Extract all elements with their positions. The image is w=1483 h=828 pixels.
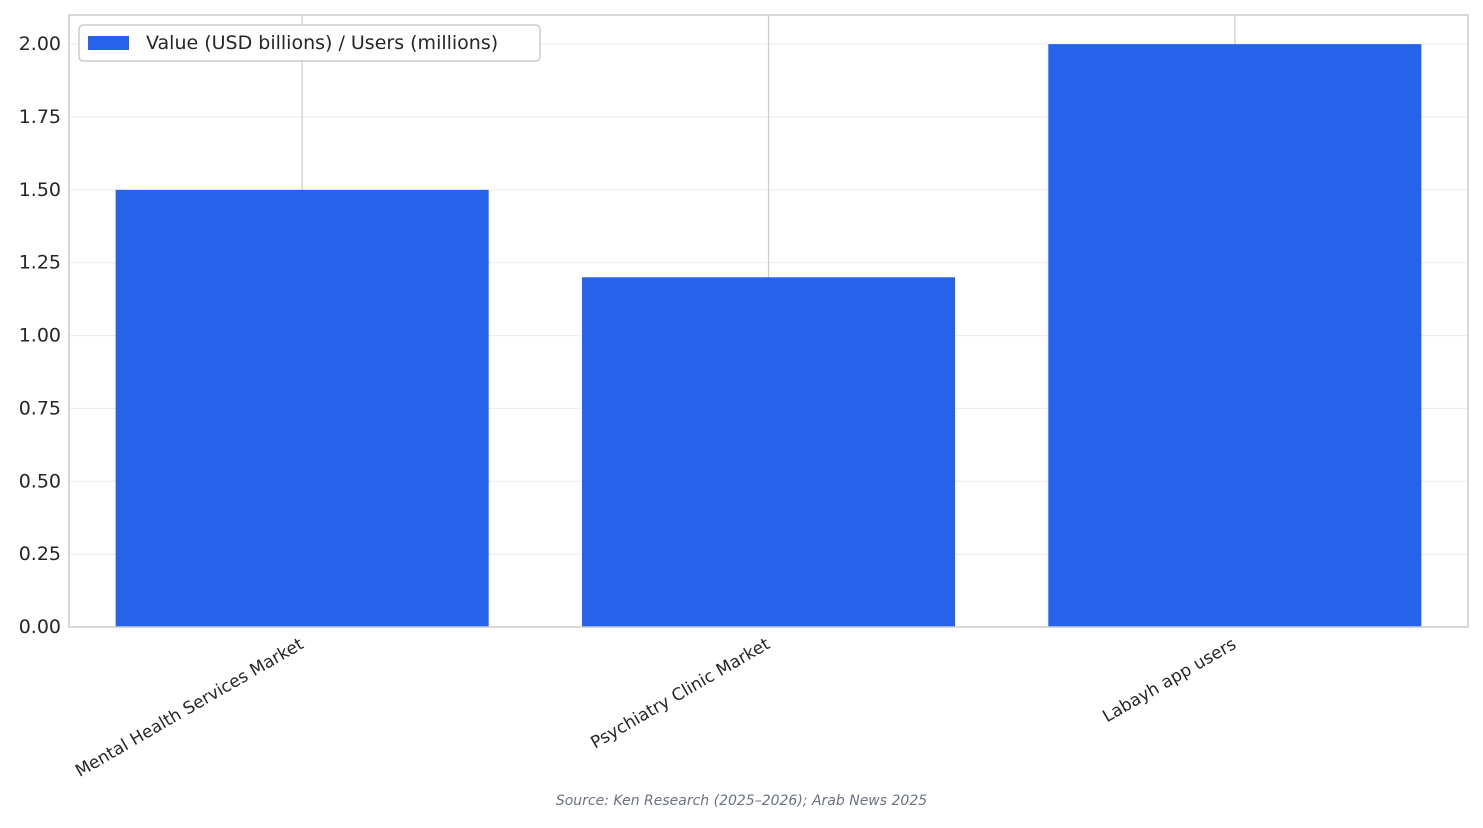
legend-label: Value (USD billions) / Users (millions) <box>146 32 498 54</box>
y-tick-label: 1.75 <box>19 106 61 128</box>
bar <box>581 277 956 627</box>
bar <box>1048 44 1422 627</box>
plot-frame <box>68 14 1469 628</box>
y-tick-label: 1.50 <box>19 179 61 201</box>
y-tick-label: 2.00 <box>19 33 61 55</box>
y-tick-label: 0.00 <box>19 616 61 638</box>
y-tick-label: 0.50 <box>19 470 61 492</box>
y-tick-label: 0.25 <box>19 543 61 565</box>
y-tick-label: 1.00 <box>19 325 61 347</box>
y-tick-label: 0.75 <box>19 397 61 419</box>
x-tick-label: Mental Health Services Market <box>72 634 307 781</box>
legend-box <box>78 24 541 62</box>
legend: Value (USD billions) / Users (millions) <box>78 24 541 62</box>
source-note: Source: Ken Research (2025–2026); Arab N… <box>555 793 928 809</box>
x-tick-label: Psychiatry Clinic Market <box>587 634 773 753</box>
legend-swatch <box>88 36 129 50</box>
y-tick-label: 1.25 <box>19 252 61 274</box>
bar <box>115 189 489 627</box>
x-tick-label: Labayh app users <box>1099 634 1240 727</box>
